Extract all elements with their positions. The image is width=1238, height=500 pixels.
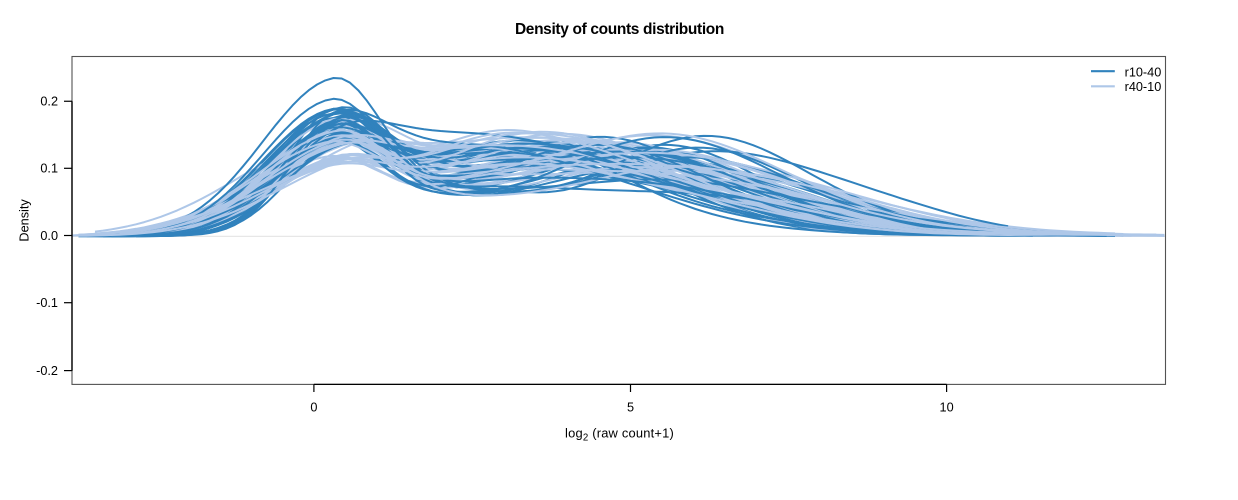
- svg-text:log2 (raw count+1): log2 (raw count+1): [565, 425, 674, 443]
- svg-text:-0.2: -0.2: [36, 364, 58, 378]
- svg-text:0.1: 0.1: [40, 162, 58, 176]
- svg-text:Density: Density: [17, 199, 31, 242]
- svg-text:0: 0: [310, 401, 317, 415]
- svg-text:0.0: 0.0: [40, 229, 58, 243]
- svg-text:10: 10: [940, 401, 954, 415]
- svg-text:Density of counts distribution: Density of counts distribution: [515, 21, 724, 38]
- svg-text:-0.1: -0.1: [36, 296, 58, 310]
- svg-text:r10-40: r10-40: [1125, 66, 1162, 80]
- svg-text:r40-10: r40-10: [1125, 80, 1162, 94]
- svg-text:5: 5: [627, 401, 634, 415]
- svg-text:0.2: 0.2: [40, 95, 58, 109]
